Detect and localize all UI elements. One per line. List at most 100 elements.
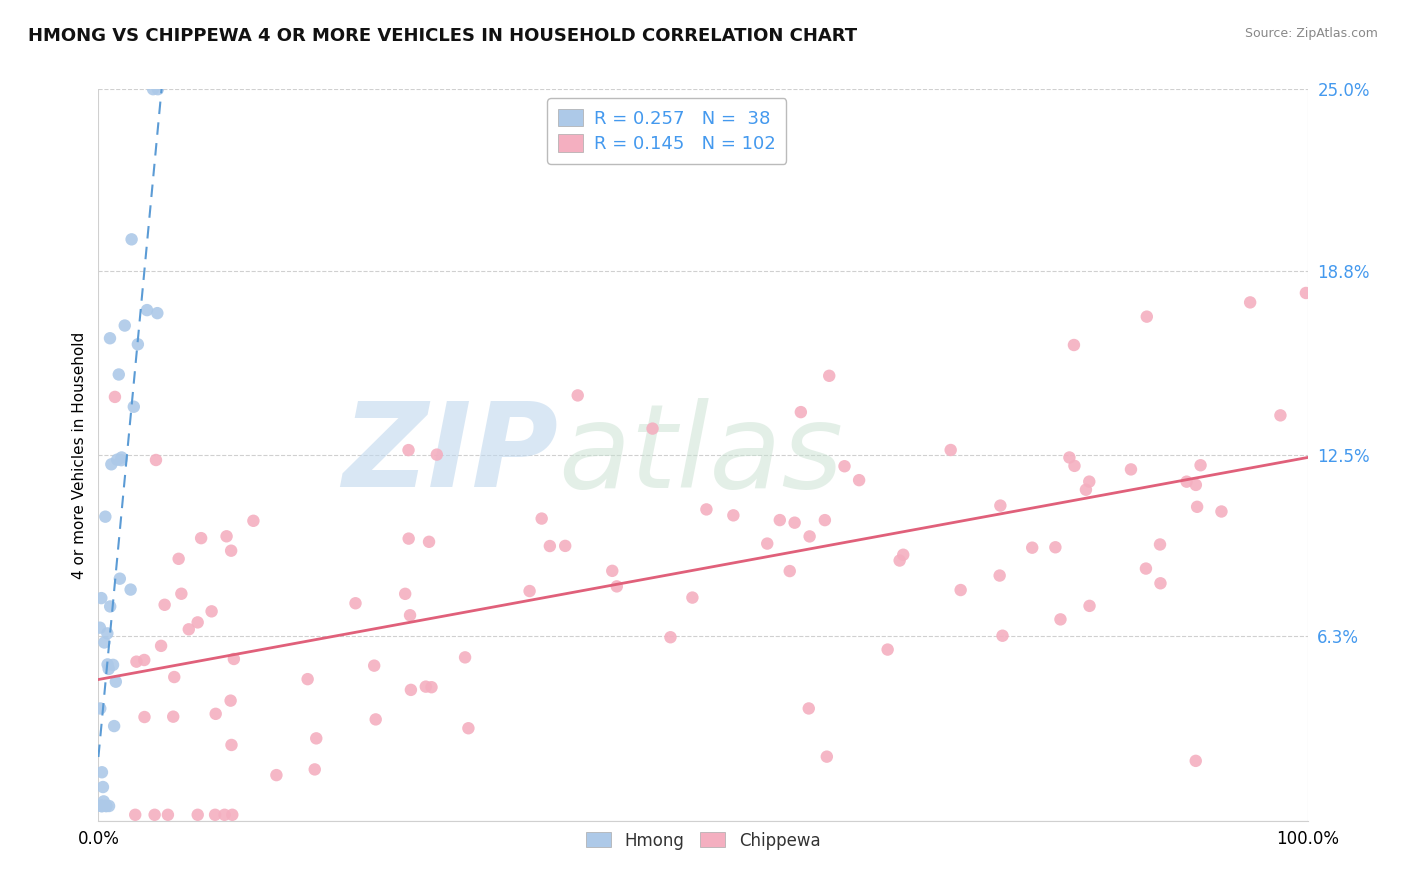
Point [127,337,149,351]
Point [305,731,328,746]
Point [1185,500,1208,514]
Point [136,303,159,318]
Point [90,799,112,814]
Point [91,799,114,814]
Point [1185,478,1208,492]
Point [266,768,288,782]
Point [818,368,841,383]
Point [1049,612,1071,626]
Point [769,513,792,527]
Point [90,799,112,814]
Point [344,596,367,610]
Point [1239,295,1261,310]
Point [399,608,422,623]
Point [134,653,156,667]
Point [242,514,264,528]
Point [103,719,125,733]
Point [219,693,242,707]
Point [124,807,146,822]
Point [1045,541,1067,555]
Point [363,658,385,673]
Point [98,331,121,345]
Point [108,572,131,586]
Point [93,635,115,649]
Point [221,738,243,752]
Point [153,598,176,612]
Point [121,232,143,246]
Text: ZIP: ZIP [342,398,558,512]
Point [96,799,118,814]
Point [122,400,145,414]
Point [143,807,166,822]
Point [364,713,387,727]
Point [150,639,173,653]
Point [100,458,122,472]
Point [779,564,801,578]
Point [641,421,664,435]
Point [814,513,837,527]
Point [988,568,1011,582]
Point [204,706,226,721]
Point [1189,458,1212,473]
Point [101,657,124,672]
Point [949,582,972,597]
Point [215,529,238,543]
Point [156,807,179,822]
Point [1149,537,1171,551]
Point [889,553,911,567]
Point [170,587,193,601]
Point [834,459,856,474]
Point [1135,561,1157,575]
Point [783,516,806,530]
Point [125,655,148,669]
Point [988,499,1011,513]
Point [214,807,236,822]
Point [98,599,121,614]
Point [146,82,169,96]
Point [519,584,541,599]
Point [756,536,779,550]
Point [1136,310,1159,324]
Point [848,473,870,487]
Point [891,548,914,562]
Point [91,780,114,794]
Point [1211,504,1233,518]
Text: HMONG VS CHIPPEWA 4 OR MORE VEHICLES IN HOUSEHOLD CORRELATION CHART: HMONG VS CHIPPEWA 4 OR MORE VEHICLES IN … [28,27,858,45]
Point [1149,576,1171,591]
Point [1184,754,1206,768]
Point [567,388,589,402]
Point [104,674,127,689]
Point [93,794,115,808]
Point [606,579,628,593]
Point [399,682,422,697]
Point [297,672,319,686]
Point [163,670,186,684]
Point [394,587,416,601]
Point [222,652,245,666]
Point [97,657,120,672]
Point [454,650,477,665]
Point [797,701,820,715]
Point [190,531,212,545]
Point [876,642,898,657]
Text: Source: ZipAtlas.com: Source: ZipAtlas.com [1244,27,1378,40]
Point [221,807,243,822]
Point [1119,462,1142,476]
Point [304,763,326,777]
Point [90,591,112,606]
Point [105,452,128,467]
Point [89,701,111,715]
Legend: Hmong, Chippewa: Hmong, Chippewa [579,825,827,856]
Point [94,799,117,814]
Point [1270,409,1292,423]
Point [1078,475,1101,489]
Point [98,799,121,814]
Point [991,629,1014,643]
Point [104,390,127,404]
Point [554,539,576,553]
Point [398,443,420,458]
Point [1295,285,1317,300]
Point [120,582,142,597]
Point [1059,450,1081,465]
Point [695,502,717,516]
